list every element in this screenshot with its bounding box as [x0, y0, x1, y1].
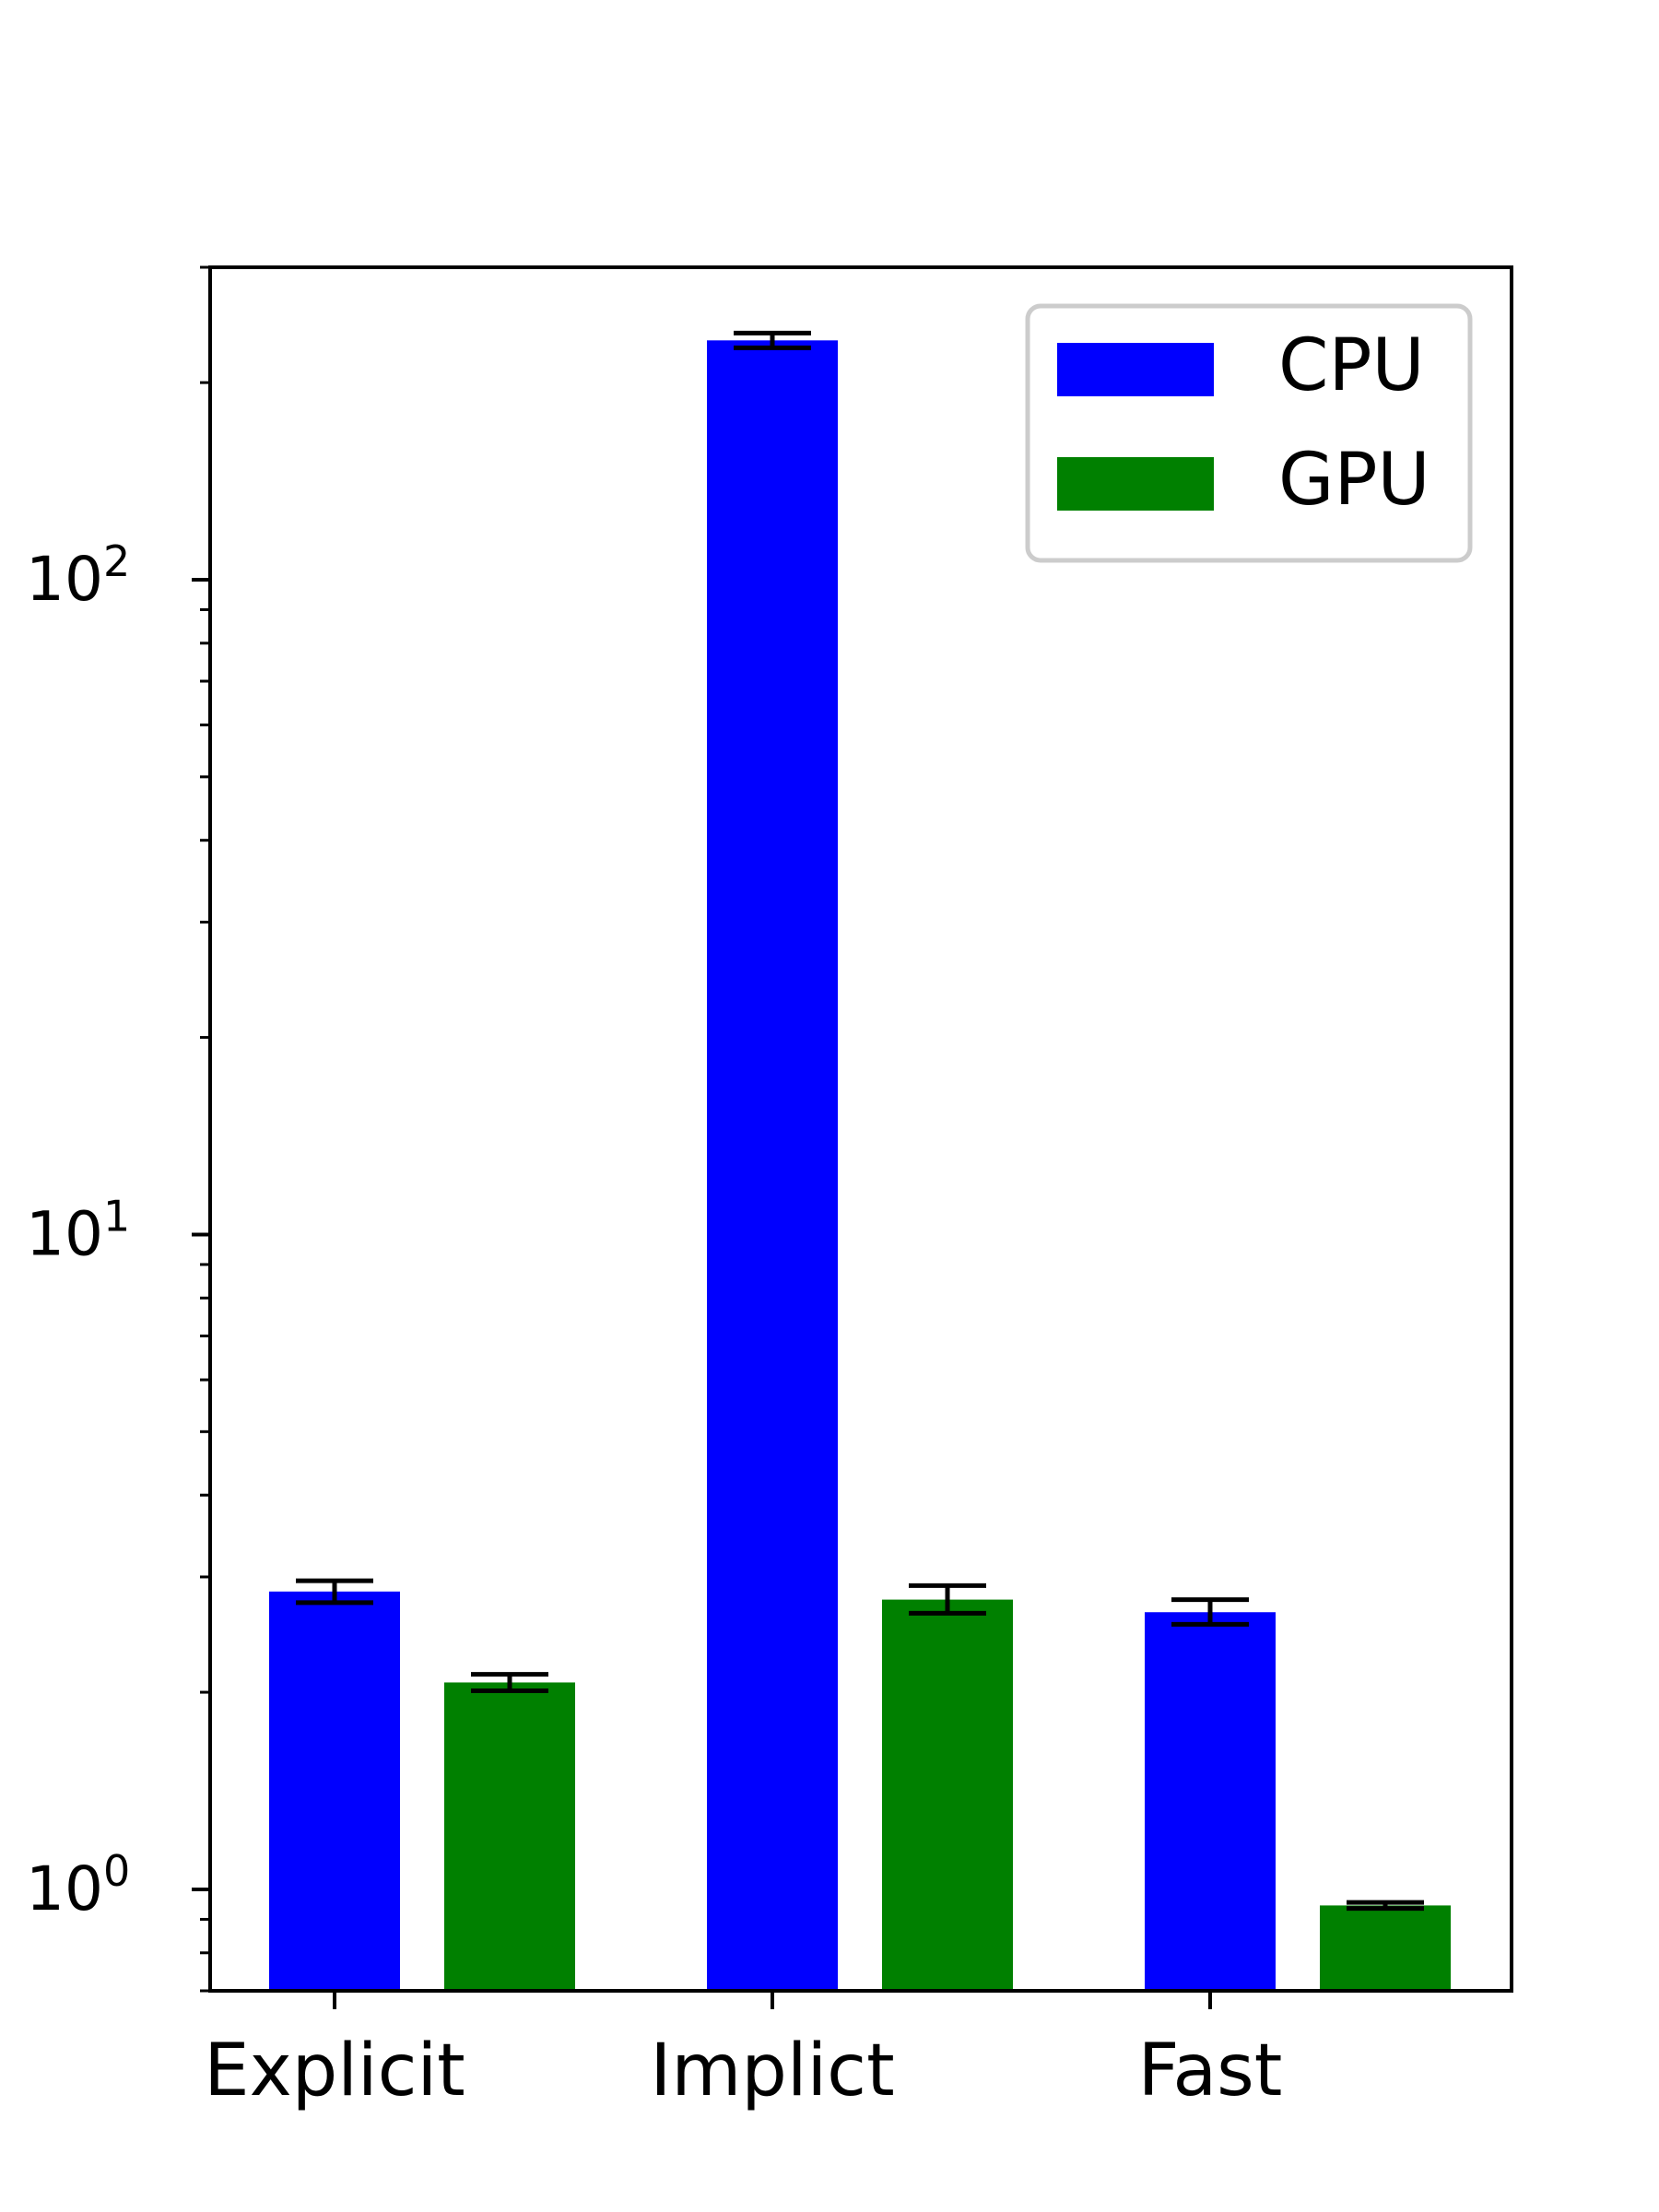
legend-swatch-cpu	[1057, 343, 1214, 396]
x-tick-label-fast: Fast	[1138, 2030, 1283, 2112]
x-tick-label-explicit: Explicit	[204, 2030, 465, 2112]
bar-gpu-explicit	[444, 1682, 575, 1991]
x-axis: Explicit Implict Fast	[204, 1991, 1282, 2112]
error-bars-layer	[296, 330, 1424, 1912]
y-axis: 100 101 102	[26, 265, 210, 1993]
legend: CPU GPU	[1025, 303, 1473, 563]
bar-cpu-explicit	[269, 1591, 400, 1991]
legend-swatch-gpu	[1057, 457, 1214, 511]
plot-frame	[208, 265, 1513, 1993]
bar-gpu-fast	[1320, 1905, 1451, 1991]
bar-cpu-fast	[1145, 1612, 1276, 1991]
bar-gpu-implict	[882, 1599, 1013, 1991]
x-tick-label-implict: Implict	[650, 2030, 894, 2112]
legend-label-cpu: CPU	[1278, 324, 1425, 407]
y-tick-label: 101	[26, 1191, 130, 1269]
y-tick-label: 102	[26, 536, 130, 615]
y-tick-label: 100	[26, 1846, 130, 1924]
bar-cpu-implict	[707, 340, 838, 1991]
legend-label-gpu: GPU	[1278, 439, 1430, 522]
bars-layer	[269, 340, 1451, 1991]
